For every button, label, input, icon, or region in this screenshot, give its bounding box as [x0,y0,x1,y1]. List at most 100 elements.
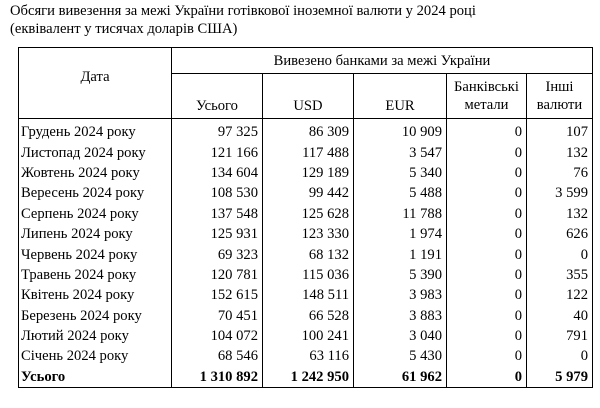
row-metals: 0 [446,244,527,265]
row-eur: 3 040 [353,325,447,347]
row-usd: 117 488 [262,142,354,163]
row-other: 122 [526,285,593,306]
row-date: Березень 2024 року [18,305,172,326]
row-metals: 0 [446,305,527,326]
table-row: Березень 2024 року 70 451 66 528 3 883 0… [18,305,593,326]
row-other: 132 [526,142,593,163]
row-other: 0 [526,346,593,367]
metals-column-header: Банківські метали [446,73,527,119]
row-usd: 63 116 [262,346,354,367]
row-total: 70 451 [171,305,263,326]
row-total: 69 323 [171,244,263,265]
table-row: Листопад 2024 року 121 166 117 488 3 547… [18,142,593,163]
row-total: 121 166 [171,142,263,163]
usd-column-header: USD [262,73,354,119]
row-total: 134 604 [171,162,263,184]
row-usd: 66 528 [262,305,354,326]
totals-row: Усього 1 310 892 1 242 950 61 962 0 5 97… [18,366,593,389]
header-row-group: Дата Вивезено банками за межі України [18,47,593,119]
row-usd: 148 511 [262,285,354,306]
row-total: 125 931 [171,223,263,245]
row-date: Липень 2024 року [18,223,172,245]
row-date: Жовтень 2024 року [18,162,172,184]
row-other: 76 [526,162,593,184]
row-other: 355 [526,264,593,286]
row-usd: 125 628 [262,203,354,224]
row-eur: 5 390 [353,264,447,286]
row-eur: 5 488 [353,183,447,204]
row-other: 3 599 [526,183,593,204]
table-row: Вересень 2024 року 108 530 99 442 5 488 … [18,183,593,204]
row-usd: 123 330 [262,223,354,245]
row-other: 107 [526,118,593,143]
row-eur: 10 909 [353,118,447,143]
row-date: Січень 2024 року [18,346,172,367]
row-metals: 0 [446,118,527,143]
row-total: 68 546 [171,346,263,367]
date-column-header: Дата [18,47,172,119]
table-row: Серпень 2024 року 137 548 125 628 11 788… [18,203,593,224]
row-total: 137 548 [171,203,263,224]
row-eur: 3 983 [353,285,447,306]
table-row: Жовтень 2024 року 134 604 129 189 5 340 … [18,162,593,184]
row-other: 791 [526,325,593,347]
totals-usd: 1 242 950 [262,366,354,389]
row-date: Листопад 2024 року [18,142,172,163]
total-column-header: Усього [171,73,263,119]
document-title: Обсяги вивезення за межі України готівко… [10,2,595,38]
row-eur: 3 547 [353,142,447,163]
row-metals: 0 [446,162,527,184]
export-volume-table: Дата Вивезено банками за межі України Ус… [18,47,593,389]
totals-other: 5 979 [526,366,593,389]
row-date: Серпень 2024 року [18,203,172,224]
table-row: Червень 2024 року 69 323 68 132 1 191 0 … [18,244,593,265]
totals-metals: 0 [446,366,527,389]
row-eur: 5 430 [353,346,447,367]
row-metals: 0 [446,223,527,245]
row-date: Травень 2024 року [18,264,172,286]
row-date: Грудень 2024 року [18,118,172,143]
totals-total: 1 310 892 [171,366,263,389]
totals-eur: 61 962 [353,366,447,389]
other-currencies-column-header: Інші валюти [526,73,593,119]
row-usd: 129 189 [262,162,354,184]
row-usd: 68 132 [262,244,354,265]
table-row: Травень 2024 року 120 781 115 036 5 390 … [18,264,593,286]
row-metals: 0 [446,264,527,286]
row-other: 0 [526,244,593,265]
row-other: 626 [526,223,593,245]
row-date: Вересень 2024 року [18,183,172,204]
row-metals: 0 [446,183,527,204]
title-line-1: Обсяги вивезення за межі України готівко… [10,3,476,19]
row-other: 40 [526,305,593,326]
row-total: 120 781 [171,264,263,286]
row-usd: 86 309 [262,118,354,143]
row-metals: 0 [446,203,527,224]
group-column-header: Вивезено банками за межі України [171,47,593,74]
row-metals: 0 [446,285,527,306]
row-usd: 99 442 [262,183,354,204]
header-row-columns: Усього USD EUR Банківські метали Інші ва… [19,73,593,119]
row-eur: 5 340 [353,162,447,184]
row-total: 97 325 [171,118,263,143]
row-other: 132 [526,203,593,224]
row-metals: 0 [446,346,527,367]
row-date: Лютий 2024 року [18,325,172,347]
title-line-2: (еквівалент у тисячах доларів США) [10,21,238,37]
table-row: Січень 2024 року 68 546 63 116 5 430 0 0 [18,346,593,367]
row-eur: 11 788 [353,203,447,224]
table-row: Квітень 2024 року 152 615 148 511 3 983 … [18,285,593,306]
eur-column-header: EUR [353,73,447,119]
row-date: Квітень 2024 року [18,285,172,306]
totals-label: Усього [18,366,172,389]
row-total: 104 072 [171,325,263,347]
row-date: Червень 2024 року [18,244,172,265]
row-eur: 3 883 [353,305,447,326]
row-metals: 0 [446,142,527,163]
row-eur: 1 191 [353,244,447,265]
row-usd: 100 241 [262,325,354,347]
row-total: 152 615 [171,285,263,306]
table-row: Лютий 2024 року 104 072 100 241 3 040 0 … [18,325,593,347]
table-row: Липень 2024 року 125 931 123 330 1 974 0… [18,223,593,245]
row-usd: 115 036 [262,264,354,286]
